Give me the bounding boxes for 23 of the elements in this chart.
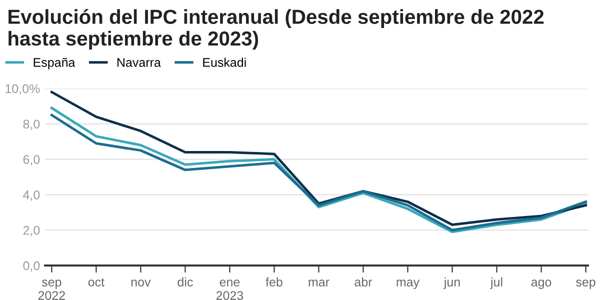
y-tick-label: 10,0% (6, 84, 40, 95)
y-tick-label: 8,0 (23, 120, 40, 130)
y-tick-label: 6,0 (23, 155, 40, 166)
legend-label: España (34, 58, 76, 70)
x-tick-label: ago (531, 280, 552, 289)
x-tick-label: ene 2023 (216, 280, 244, 300)
x-tick-label: abr (354, 277, 372, 286)
x-tick-label: jun (444, 277, 460, 289)
y-tick-label: 4,0 (23, 190, 40, 201)
x-tick-label: may (396, 280, 420, 289)
chart-title: Evolución del IPC interanual (Desde septiembre de 2022 hasta septiembre de 2023) (8, 9, 544, 50)
legend-label: Euskadi (203, 58, 246, 67)
x-tick-label: sep 2022 (38, 280, 65, 300)
x-tick-label: mar (308, 280, 330, 286)
x-tick-label: oct (88, 278, 104, 286)
x-tick-label: jul (490, 277, 502, 289)
x-tick-label: sep (576, 280, 596, 289)
y-tick-label: 0,0 (23, 261, 40, 272)
y-tick-label: 2,0 (23, 226, 40, 236)
x-tick-label: dic (178, 277, 193, 286)
legend-label: Navarra (117, 58, 161, 67)
x-tick-label: nov (131, 280, 151, 286)
x-tick-label: feb (266, 277, 282, 286)
